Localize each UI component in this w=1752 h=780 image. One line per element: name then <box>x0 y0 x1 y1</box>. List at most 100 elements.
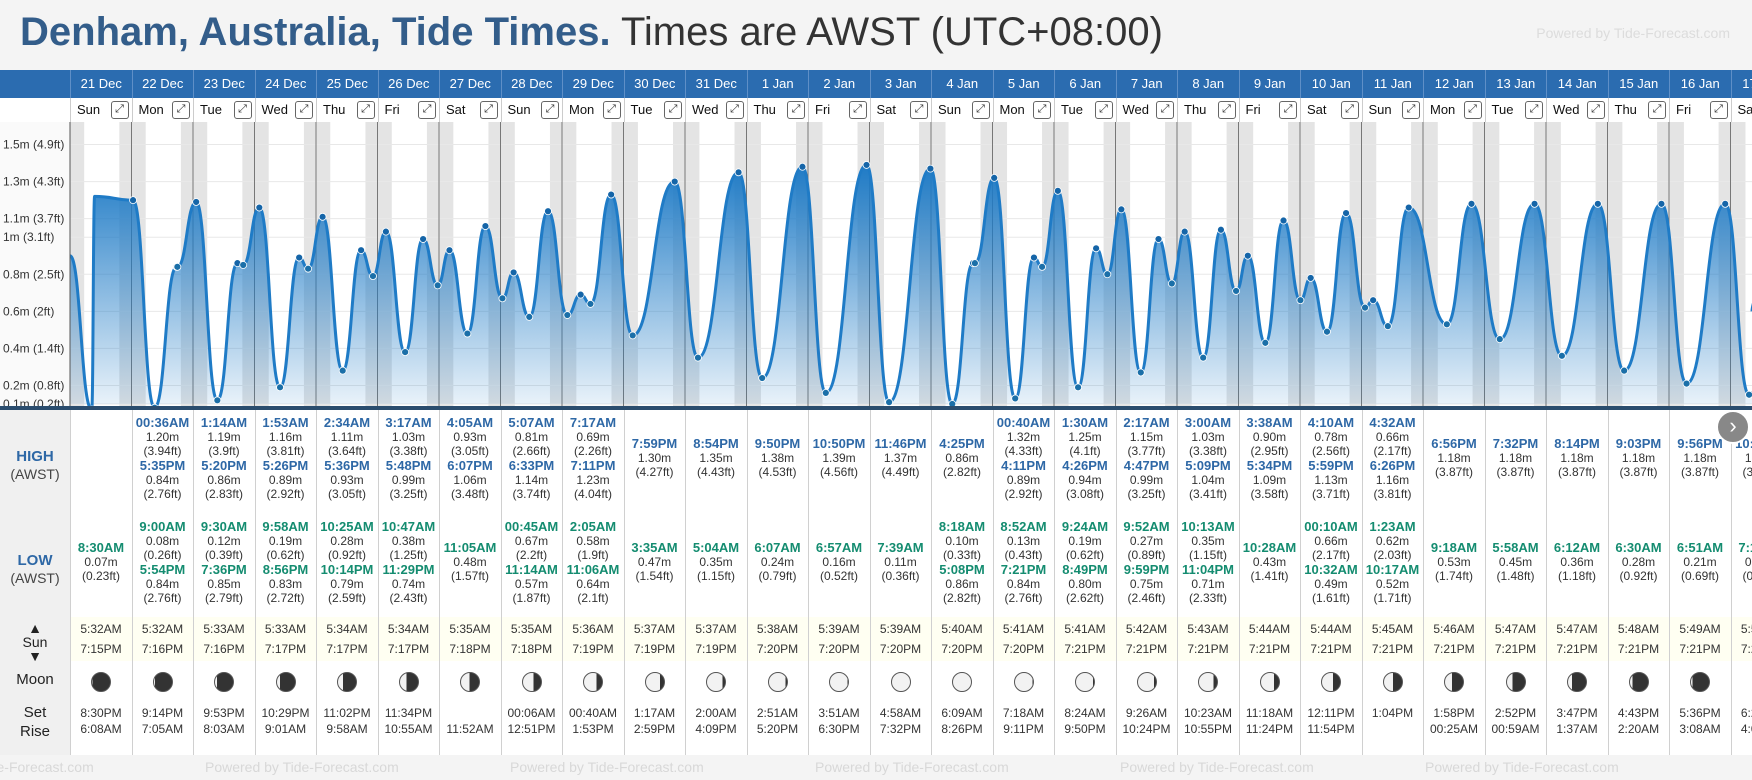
expand-icon[interactable]: ⤢ <box>848 101 867 119</box>
expand-icon[interactable]: ⤢ <box>295 101 313 119</box>
high-tide-point[interactable] <box>670 177 679 186</box>
low-tide-point[interactable] <box>338 366 347 375</box>
next-arrow-button[interactable]: › <box>1716 410 1750 444</box>
expand-icon[interactable]: ⤢ <box>1340 101 1359 119</box>
expand-icon[interactable]: ⤢ <box>1033 101 1051 119</box>
powered-by[interactable]: Powered by Tide-Forecast.com <box>1536 25 1730 41</box>
low-tide-point[interactable] <box>1495 335 1504 344</box>
low-tide-point[interactable] <box>885 398 894 407</box>
expand-icon[interactable]: ⤢ <box>1463 101 1482 119</box>
low-tide-point[interactable] <box>1232 287 1241 295</box>
high-tide-point[interactable] <box>576 290 585 299</box>
high-tide-point[interactable] <box>862 161 871 169</box>
high-tide-point[interactable] <box>544 207 552 216</box>
low-tide-point[interactable] <box>1442 320 1451 329</box>
low-tide-point[interactable] <box>369 272 377 281</box>
high-tide-point[interactable] <box>1404 203 1413 212</box>
high-tide-point[interactable] <box>1657 199 1666 208</box>
low-tide-point[interactable] <box>401 348 410 357</box>
high-tide-point[interactable] <box>990 173 999 182</box>
high-tide-point[interactable] <box>1530 199 1539 208</box>
expand-icon[interactable]: ⤢ <box>971 101 990 119</box>
low-tide-point[interactable] <box>276 383 284 392</box>
high-tide-point[interactable] <box>798 162 807 171</box>
low-tide-point[interactable] <box>563 311 572 319</box>
expand-icon[interactable]: ⤢ <box>1709 101 1728 119</box>
high-tide-point[interactable] <box>734 168 743 177</box>
low-tide-point[interactable] <box>1038 262 1046 271</box>
high-tide-point[interactable] <box>129 196 137 205</box>
high-tide-point[interactable] <box>607 190 616 199</box>
high-tide-point[interactable] <box>1053 186 1062 195</box>
low-tide-point[interactable] <box>463 329 472 338</box>
expand-icon[interactable]: ⤢ <box>602 101 621 119</box>
expand-icon[interactable]: ⤢ <box>110 101 129 119</box>
high-tide-point[interactable] <box>1721 199 1730 208</box>
high-tide-point[interactable] <box>1342 209 1350 218</box>
low-tide-point[interactable] <box>1361 303 1369 312</box>
high-tide-point[interactable] <box>1369 296 1378 305</box>
expand-icon[interactable]: ⤢ <box>1279 101 1297 119</box>
high-tide-point[interactable] <box>357 246 366 255</box>
low-tide-point[interactable] <box>173 262 182 271</box>
low-tide-point[interactable] <box>1011 394 1020 403</box>
low-tide-point[interactable] <box>213 396 222 405</box>
high-tide-point[interactable] <box>926 164 935 173</box>
expand-icon[interactable]: ⤢ <box>1525 101 1543 119</box>
expand-icon[interactable]: ⤢ <box>233 101 252 119</box>
high-tide-point[interactable] <box>1243 251 1252 260</box>
low-tide-point[interactable] <box>1136 368 1145 377</box>
expand-icon[interactable]: ⤢ <box>1217 101 1236 119</box>
high-tide-point[interactable] <box>318 212 327 221</box>
high-tide-point[interactable] <box>1279 216 1288 225</box>
expand-icon[interactable]: ⤢ <box>787 101 805 119</box>
expand-icon[interactable]: ⤢ <box>664 101 682 119</box>
expand-icon[interactable]: ⤢ <box>910 101 928 119</box>
low-tide-point[interactable] <box>239 261 248 269</box>
expand-icon[interactable]: ⤢ <box>541 101 559 119</box>
high-tide-point[interactable] <box>1306 274 1315 282</box>
low-tide-point[interactable] <box>304 264 313 273</box>
expand-icon[interactable]: ⤢ <box>479 101 498 119</box>
high-tide-point[interactable] <box>1154 235 1163 243</box>
high-tide-point[interactable] <box>1092 244 1101 253</box>
high-tide-point[interactable] <box>255 203 264 212</box>
low-tide-point[interactable] <box>525 312 534 321</box>
low-tide-point[interactable] <box>758 374 767 382</box>
high-tide-point[interactable] <box>1030 253 1038 262</box>
high-tide-point[interactable] <box>1180 227 1189 236</box>
low-tide-point[interactable] <box>586 300 595 308</box>
low-tide-point[interactable] <box>1682 379 1691 388</box>
expand-icon[interactable]: ⤢ <box>1648 101 1666 119</box>
low-tide-point[interactable] <box>1323 327 1331 336</box>
low-tide-point[interactable] <box>1199 353 1208 362</box>
expand-icon[interactable]: ⤢ <box>418 101 436 119</box>
expand-icon[interactable]: ⤢ <box>1586 101 1605 119</box>
high-tide-point[interactable] <box>481 222 490 230</box>
high-tide-point[interactable] <box>1467 199 1476 208</box>
high-tide-point[interactable] <box>509 268 518 277</box>
low-tide-point[interactable] <box>1103 270 1112 279</box>
low-tide-point[interactable] <box>1383 322 1392 331</box>
low-tide-point[interactable] <box>498 294 507 303</box>
low-tide-point[interactable] <box>1074 383 1082 392</box>
expand-icon[interactable]: ⤢ <box>1402 101 1420 119</box>
expand-icon[interactable]: ⤢ <box>725 101 744 119</box>
low-tide-point[interactable] <box>1620 366 1629 375</box>
high-tide-point[interactable] <box>445 246 454 255</box>
low-tide-point[interactable] <box>1167 279 1176 288</box>
high-tide-point[interactable] <box>382 227 390 236</box>
expand-icon[interactable]: ⤢ <box>1094 101 1113 119</box>
low-tide-point[interactable] <box>971 259 979 268</box>
low-tide-point[interactable] <box>1557 351 1566 360</box>
high-tide-point[interactable] <box>1117 205 1126 214</box>
high-tide-point[interactable] <box>1217 225 1225 234</box>
high-tide-point[interactable] <box>419 235 428 243</box>
low-tide-point[interactable] <box>694 353 702 362</box>
expand-icon[interactable]: ⤢ <box>356 101 375 119</box>
low-tide-point[interactable] <box>1261 338 1270 347</box>
low-tide-point[interactable] <box>821 388 830 397</box>
low-tide-point[interactable] <box>1745 390 1752 399</box>
high-tide-point[interactable] <box>295 253 304 262</box>
low-tide-point[interactable] <box>628 331 637 340</box>
